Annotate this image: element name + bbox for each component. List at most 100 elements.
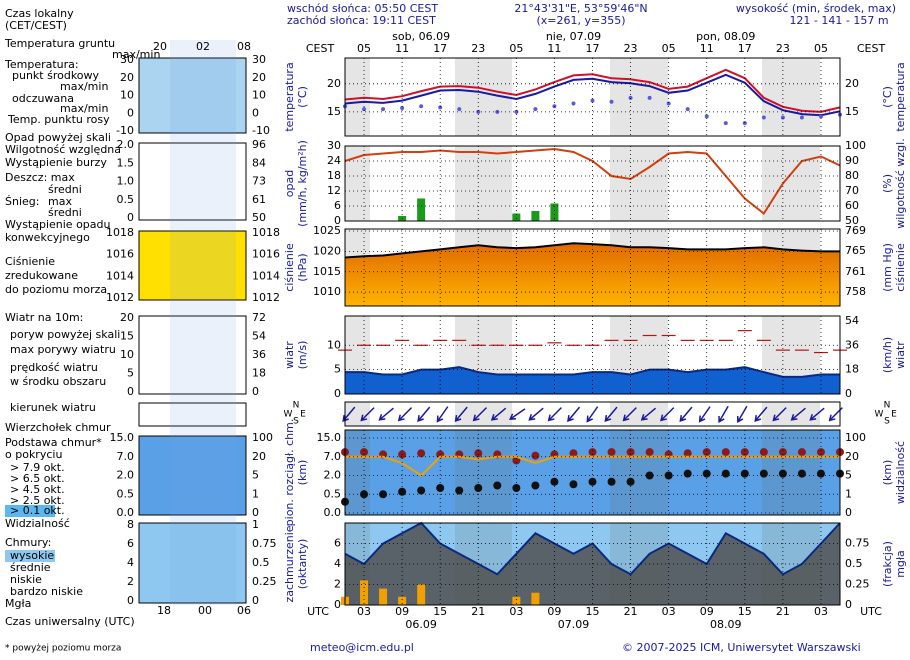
dot — [398, 487, 407, 496]
mini-tick-label: 15.0 — [110, 431, 135, 444]
y2-axis-label: temperatura — [894, 62, 907, 131]
y-tick-label: 7.0 — [324, 450, 342, 463]
bar — [379, 588, 388, 605]
y2-tick-label: 0.75 — [845, 537, 870, 550]
dot — [778, 448, 787, 457]
y2-tick-label: 70 — [845, 184, 859, 197]
legend-item: zredukowane — [5, 269, 78, 282]
compass: N — [293, 401, 300, 411]
dot — [400, 105, 405, 110]
dot — [569, 480, 578, 489]
mini-tick-label: 0.5 — [252, 556, 270, 569]
compass: E — [300, 410, 306, 420]
mini-tick-label: 5 — [252, 469, 259, 482]
dot — [816, 469, 825, 478]
compass: N — [884, 401, 891, 411]
dot — [607, 477, 616, 486]
bottom-hour: 09 — [395, 605, 409, 618]
legend-item: konwekcyjnego — [5, 231, 90, 244]
wind-arrow — [586, 406, 599, 423]
y-tick-label: 6 — [334, 537, 341, 550]
wind-arrow — [360, 407, 375, 422]
bottom-hour: 03 — [662, 605, 676, 618]
bottom-hour: 03 — [814, 605, 828, 618]
mini-tick-label: 0.25 — [252, 575, 277, 588]
bottom-hour: 15 — [586, 605, 600, 618]
top-hour: 17 — [433, 42, 447, 55]
top-hour: 23 — [776, 42, 790, 55]
y2-axis-label: widzialność — [894, 441, 907, 504]
mini-tick-label: 1 — [252, 487, 259, 500]
panel-frame — [344, 228, 841, 307]
dot — [531, 481, 540, 490]
y2-tick-label: 0 — [845, 387, 852, 400]
wind-arrow — [378, 407, 394, 421]
legend-item: Ciśnienie — [5, 255, 55, 268]
dot — [816, 448, 825, 457]
panel-frame — [344, 522, 841, 606]
y-tick-label: 1025 — [313, 224, 341, 237]
bottom-hour: 21 — [776, 605, 790, 618]
legend-item: odczuwana — [12, 92, 74, 105]
legend-swatch — [5, 550, 55, 562]
wind-arrow — [490, 407, 507, 421]
dot — [362, 107, 367, 112]
bar — [512, 596, 521, 605]
mini-hour: 08 — [237, 40, 251, 53]
y2-tick-label: 761 — [845, 265, 866, 278]
bottom-hour: 15 — [738, 605, 752, 618]
dot — [647, 95, 652, 100]
y-axis-label: opad — [283, 170, 296, 197]
legend-item: max/min — [60, 80, 108, 93]
dot — [759, 448, 768, 457]
y-axis-label: ciśnienie — [283, 243, 296, 292]
time-label: UTC — [307, 605, 329, 618]
top-date: sob, 06.09 — [392, 30, 450, 43]
mini-tick-label: 15 — [120, 330, 134, 343]
wind-arrow — [436, 406, 449, 423]
night-band — [455, 146, 512, 221]
email[interactable]: meteo@icm.edu.pl — [310, 641, 414, 654]
legend-item: średni — [48, 183, 82, 196]
compass: S — [884, 417, 890, 427]
dot — [512, 484, 521, 492]
legend-item: o pokryciu — [5, 448, 62, 461]
area — [345, 243, 840, 306]
dot — [514, 109, 519, 114]
mini-tick-label: 18 — [252, 367, 266, 380]
mini-tick-label: 0 — [252, 594, 259, 607]
legend-item: Wystąpienie opadu — [5, 218, 110, 231]
mini-tick-label: 1014 — [252, 269, 280, 282]
dot — [818, 114, 823, 119]
legend-item: Widzialność — [5, 517, 70, 530]
bottom-hour: 03 — [357, 605, 371, 618]
dot — [419, 104, 424, 109]
legend-item: (CET/CEST) — [5, 19, 67, 32]
top-hour: 05 — [509, 42, 523, 55]
wind-arrow — [809, 407, 825, 421]
dot — [742, 121, 747, 126]
night-band — [345, 146, 370, 221]
mini-tick-label: 0.75 — [252, 537, 277, 550]
sunrise: wschód słońca: 05:50 CEST — [287, 2, 438, 15]
dot — [569, 449, 578, 458]
legend-item: Deszcz: max — [5, 171, 75, 184]
y-tick-label: 1015 — [313, 265, 341, 278]
y2-tick-label: 765 — [845, 244, 866, 257]
y-axis-label: (hPa) — [296, 253, 309, 281]
bar — [531, 211, 540, 221]
bottom-hour: 03 — [509, 605, 523, 618]
legend-item: Śnieg: — [5, 195, 39, 208]
bottom-date: 08.09 — [710, 618, 742, 631]
wind-arrow — [640, 407, 657, 421]
dot — [683, 449, 692, 458]
mini-tick-label: 0 — [127, 594, 134, 607]
night-band — [762, 430, 820, 515]
legend-item: Wystąpienie burzy — [5, 156, 107, 169]
legend-item: > 6.5 okt. — [10, 472, 65, 485]
legend-item: prędkość wiatru — [10, 361, 98, 374]
y-axis-label: (km) — [296, 460, 309, 486]
panel-frame — [344, 57, 841, 137]
mini-tick-label: 36 — [252, 348, 266, 361]
time-label: CEST — [306, 42, 335, 55]
